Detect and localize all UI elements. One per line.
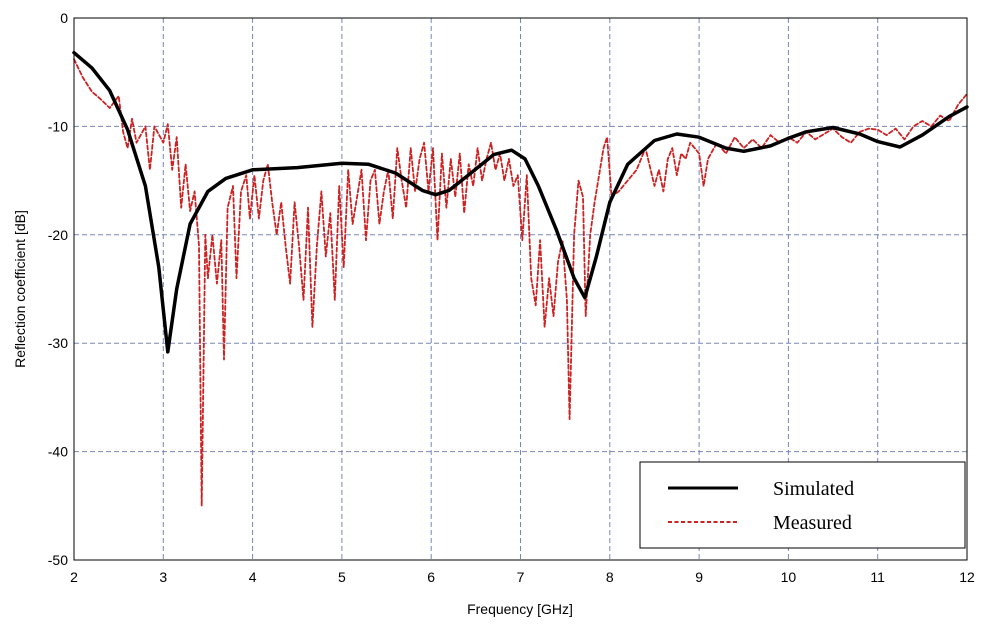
legend-label-simulated: Simulated <box>773 478 854 500</box>
series-layer <box>72 50 969 507</box>
y-tick-label: 0 <box>60 10 68 26</box>
x-tick-label: 3 <box>159 569 167 585</box>
y-tick-label: -40 <box>48 444 68 460</box>
x-tick-label: 7 <box>517 569 525 585</box>
legend-label-measured: Measured <box>773 512 852 534</box>
y-tick-label: -10 <box>48 118 68 134</box>
x-tick-label: 10 <box>781 569 797 585</box>
y-axis: 0 -10 -20 -30 -40 -50 <box>48 10 68 568</box>
x-tick-label: 6 <box>427 569 435 585</box>
y-tick-label: -20 <box>48 227 68 243</box>
y-tick-label: -50 <box>48 552 68 568</box>
x-tick-label: 9 <box>695 569 703 585</box>
x-axis-title: Frequency [GHz] <box>467 601 573 617</box>
legend-box <box>639 461 966 549</box>
x-tick-label: 8 <box>606 569 614 585</box>
legend: Simulated Measured <box>639 461 966 549</box>
plot-frame <box>73 17 968 561</box>
y-tick-label: -30 <box>48 335 68 351</box>
x-tick-label: 5 <box>338 569 346 585</box>
gridlines <box>74 18 967 560</box>
x-tick-label: 12 <box>959 569 975 585</box>
x-tick-label: 4 <box>249 569 257 585</box>
y-axis-title: Reflection coefficient [dB] <box>12 210 28 368</box>
x-tick-label: 2 <box>70 569 78 585</box>
series-line-simulated <box>72 50 969 354</box>
x-tick-label: 11 <box>870 569 885 585</box>
x-axis: 2 3 4 5 6 7 8 9 10 11 12 <box>70 569 975 585</box>
